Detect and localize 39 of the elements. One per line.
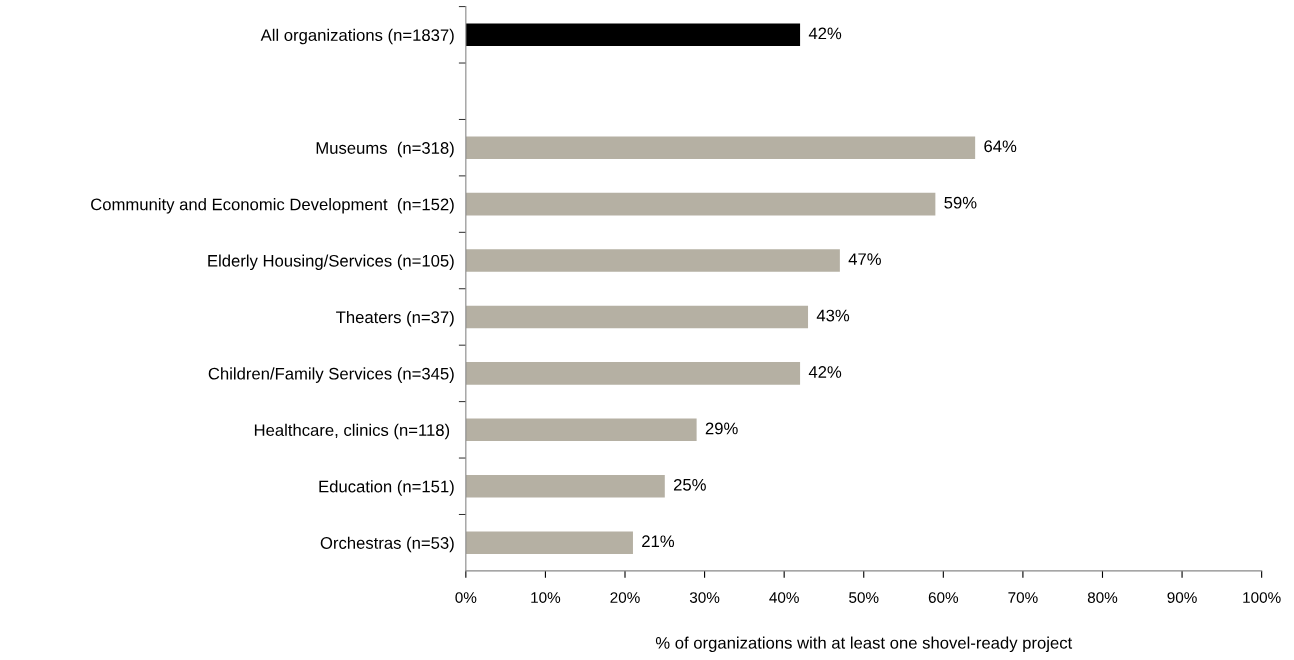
y-tick-label: Community and Economic Development (n=152) xyxy=(91,198,454,214)
x-tick-label: 90% xyxy=(1167,592,1197,603)
x-tick-label: 80% xyxy=(1087,592,1118,603)
data-label: 43% xyxy=(816,309,850,322)
bar xyxy=(465,305,809,329)
x-tick-label: 0% xyxy=(455,592,477,603)
bar xyxy=(465,192,936,216)
x-tick-label: 60% xyxy=(928,592,959,603)
data-label: 21% xyxy=(642,535,675,548)
x-tick-label: 40% xyxy=(769,592,799,603)
y-tick-label: All organizations (n=1837) xyxy=(260,28,454,45)
y-tick-label: Museums (n=318) xyxy=(316,141,454,158)
x-tick-label: 50% xyxy=(849,592,879,603)
x-axis-title: % of organizations with at least one shovel-ready project xyxy=(655,636,1073,653)
bar xyxy=(465,249,840,272)
data-label: 47% xyxy=(848,253,881,265)
data-label: 59% xyxy=(944,196,977,209)
y-tick-label: Education (n=151) xyxy=(319,480,454,496)
x-tick-label: 30% xyxy=(689,592,720,603)
bar xyxy=(465,474,665,498)
y-tick-label: Elderly Housing/Services (n=105) xyxy=(208,254,454,271)
y-tick-label: Theaters (n=37) xyxy=(336,310,454,327)
bar xyxy=(465,418,697,442)
bar xyxy=(465,136,976,159)
x-tick-label: 20% xyxy=(610,592,640,603)
x-tick-label: 10% xyxy=(531,592,561,603)
data-label: 42% xyxy=(808,27,842,40)
y-tick-label: Orchestras (n=53) xyxy=(320,536,454,553)
bar xyxy=(465,531,633,554)
y-tick-label: Children/Family Services (n=345) xyxy=(208,367,454,383)
data-label: 29% xyxy=(705,422,738,435)
bar xyxy=(465,362,801,385)
bar xyxy=(465,23,801,47)
x-tick-label: 100% xyxy=(1243,592,1281,603)
y-tick-label: Healthcare, clinics (n=118) xyxy=(254,423,450,440)
data-label: 25% xyxy=(673,478,706,491)
x-tick-label: 70% xyxy=(1008,592,1038,603)
data-label: 64% xyxy=(984,140,1017,153)
data-label: 42% xyxy=(808,366,842,378)
